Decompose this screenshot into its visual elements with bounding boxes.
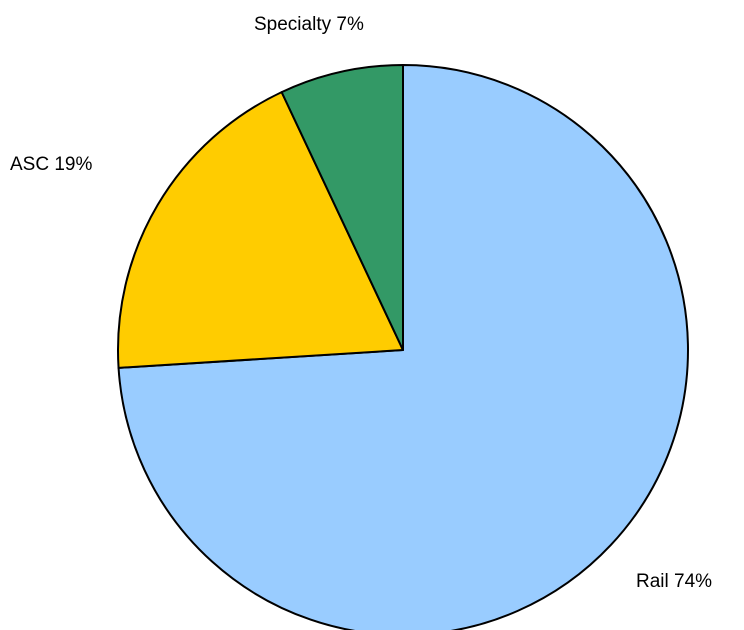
pie-labels: Rail 74% ASC 19% Specialty 7% <box>10 14 712 592</box>
pie-slice-specialty <box>280 64 404 351</box>
pie-label-rail: Rail 74% <box>636 571 712 592</box>
pie-label-specialty: Specialty 7% <box>254 14 364 35</box>
pie-slice-asc <box>117 91 404 369</box>
pie-label-asc: ASC 19% <box>10 154 92 175</box>
pie-slices <box>117 64 689 630</box>
